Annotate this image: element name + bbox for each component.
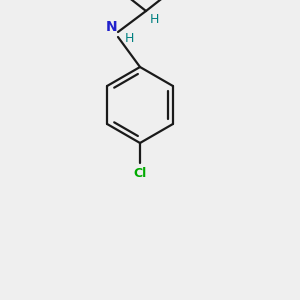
Text: H: H	[150, 13, 159, 26]
Text: H: H	[125, 32, 134, 46]
Text: Cl: Cl	[134, 167, 147, 180]
Text: N: N	[105, 20, 117, 34]
